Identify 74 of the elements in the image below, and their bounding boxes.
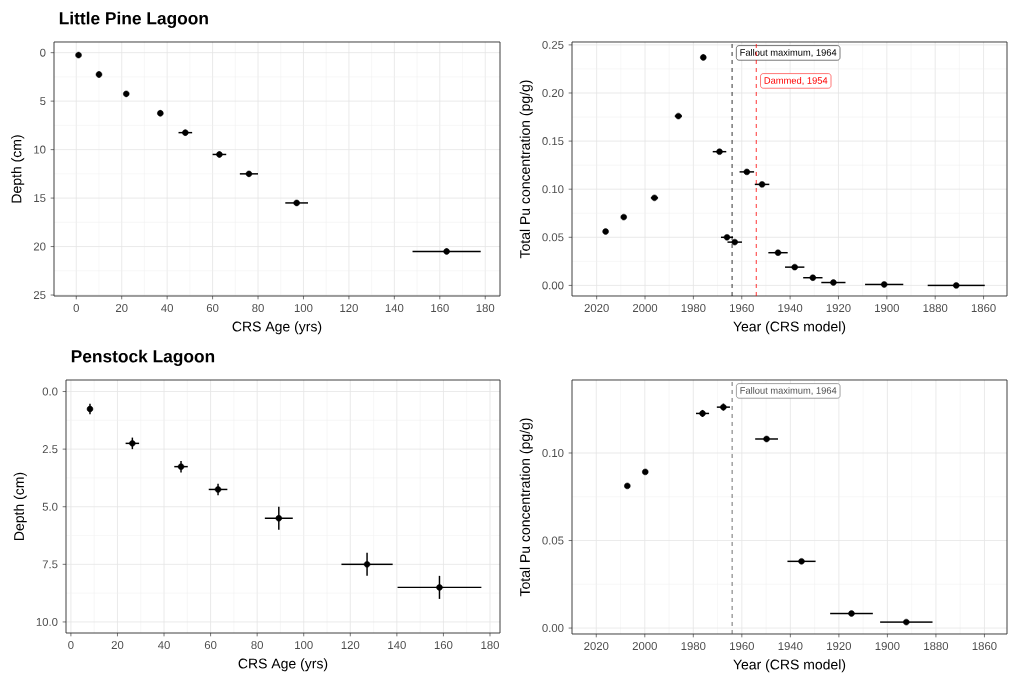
point <box>363 561 371 568</box>
y-tick-label: 0.10 <box>542 185 564 194</box>
y-tick-label: 0 <box>40 48 46 57</box>
y-axis-title: Depth (cm) <box>11 135 25 203</box>
x-tick-label: 20 <box>111 641 124 650</box>
y-tick-label: 0.10 <box>542 448 564 457</box>
x-tick-label: 140 <box>388 641 406 650</box>
ref-line-label: Dammed, 1954 <box>764 76 828 85</box>
x-axis-title: CRS Age (yrs) <box>238 658 328 672</box>
y-tick-label: 0.05 <box>542 536 564 545</box>
x-tick-label: 1940 <box>778 642 803 651</box>
x-tick-label: 1980 <box>681 642 706 651</box>
y-tick-label: 15 <box>34 194 46 203</box>
x-tick-label: 60 <box>204 641 217 650</box>
x-tick-label: 2020 <box>584 304 609 313</box>
x-tick-label: 1920 <box>827 642 852 651</box>
y-axis-title: Total Pu concentration (pg/g) <box>519 418 533 597</box>
x-tick-label: 1960 <box>730 642 754 651</box>
x-tick-label: 120 <box>340 304 358 313</box>
ref-line-label: Fallout maximum, 1964 <box>740 386 837 395</box>
x-tick-label: 1900 <box>875 642 900 651</box>
x-tick-label: 140 <box>385 304 404 313</box>
x-tick-label: 1860 <box>971 304 996 313</box>
x-tick-label: 40 <box>161 304 173 313</box>
x-tick-label: 100 <box>295 641 313 650</box>
x-tick-label: 0 <box>73 304 79 313</box>
x-tick-label: 1940 <box>778 304 803 313</box>
x-axis-title: Year (CRS model) <box>733 321 846 335</box>
point <box>275 515 283 522</box>
x-tick-label: 40 <box>157 641 170 650</box>
y-tick-label: 0.05 <box>542 233 564 242</box>
y-tick-label: 5 <box>40 97 46 106</box>
x-tick-label: 120 <box>341 641 360 650</box>
x-tick-label: 80 <box>252 304 264 313</box>
x-tick-label: 180 <box>481 641 499 650</box>
x-tick-label: 0 <box>68 641 74 650</box>
x-tick-label: 1920 <box>826 304 851 313</box>
y-tick-label: 25 <box>33 291 46 300</box>
x-axis-title: CRS Age (yrs) <box>232 321 322 335</box>
ref-line-label: Fallout maximum, 1964 <box>740 48 837 57</box>
y-tick-label: 10 <box>34 145 46 154</box>
point <box>436 584 443 591</box>
y-tick-label: 0.00 <box>542 281 564 290</box>
y-tick-label: 7.5 <box>42 560 58 569</box>
y-tick-label: 0.15 <box>542 137 564 146</box>
x-tick-label: 60 <box>206 304 219 313</box>
y-tick-label: 0.0 <box>42 387 58 396</box>
x-tick-label: 80 <box>251 641 264 650</box>
x-tick-label: 2020 <box>584 642 609 651</box>
y-tick-label: 0.00 <box>542 624 564 633</box>
x-axis-title: Year (CRS model) <box>733 659 846 673</box>
x-tick-label: 1860 <box>972 642 997 651</box>
x-tick-label: 100 <box>294 304 313 313</box>
chart-title: Little Pine Lagoon <box>59 11 208 28</box>
x-tick-label: 1960 <box>730 304 754 313</box>
x-tick-label: 1880 <box>924 642 949 651</box>
x-tick-label: 1900 <box>875 304 899 313</box>
x-tick-label: 1980 <box>681 304 706 313</box>
chart-title: Penstock Lagoon <box>71 349 215 366</box>
x-tick-label: 20 <box>115 304 128 313</box>
y-tick-label: 10.0 <box>36 617 58 626</box>
y-axis-title: Depth (cm) <box>13 472 27 540</box>
x-tick-label: 2000 <box>632 304 658 313</box>
x-tick-label: 160 <box>431 304 449 313</box>
x-tick-label: 160 <box>434 641 453 650</box>
y-tick-label: 5.0 <box>42 502 58 511</box>
y-tick-label: 20 <box>33 242 46 251</box>
y-tick-label: 0.25 <box>542 40 564 49</box>
y-tick-label: 2.5 <box>42 445 58 454</box>
x-tick-label: 2000 <box>632 642 657 651</box>
y-axis-title: Total Pu concentration (pg/g) <box>519 80 533 259</box>
x-tick-label: 180 <box>476 304 495 313</box>
y-tick-label: 0.20 <box>542 88 564 97</box>
x-tick-label: 1880 <box>923 304 948 313</box>
